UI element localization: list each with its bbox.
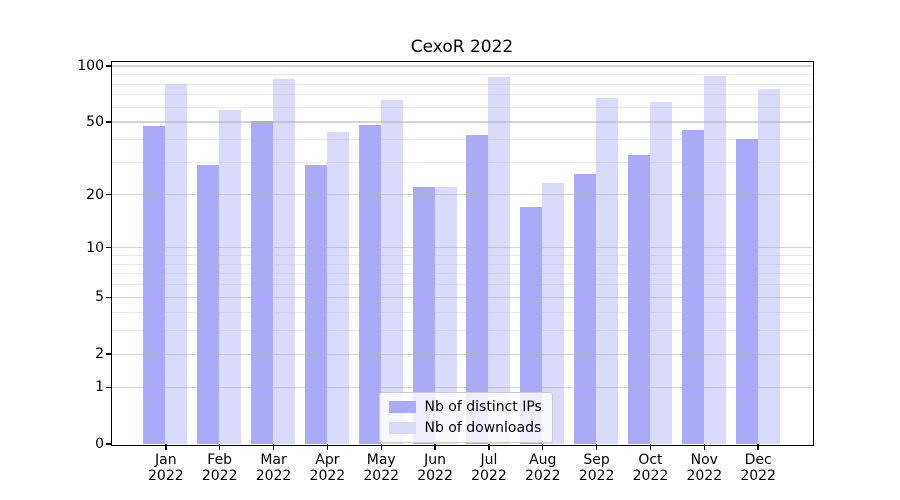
y-tick-label: 0	[95, 436, 104, 452]
gridline-minor	[111, 311, 812, 313]
legend-swatch-distinct-ips	[388, 400, 416, 413]
x-tick-mark	[649, 444, 652, 450]
bar-distinct-ips-nov	[681, 129, 704, 444]
gridline-major	[111, 296, 812, 299]
bar-distinct-ips-sep	[574, 173, 597, 444]
legend: Nb of distinct IPs Nb of downloads	[378, 391, 553, 443]
bar-distinct-ips-dec	[735, 139, 758, 444]
bar-distinct-ips-may	[358, 124, 381, 444]
bar-downloads-apr	[326, 131, 349, 444]
gridline-minor	[111, 329, 812, 331]
x-tick-label: Jan 2022	[148, 452, 184, 484]
bar-distinct-ips-apr	[304, 164, 327, 444]
bar-downloads-oct	[649, 101, 672, 444]
y-tick-mark	[106, 193, 112, 196]
y-tick-mark	[106, 443, 112, 445]
gridline-minor	[111, 162, 812, 164]
bar-downloads-mar	[273, 78, 296, 444]
x-tick-mark	[434, 444, 436, 450]
y-tick-label: 50	[86, 113, 104, 130]
x-tick-mark	[703, 444, 705, 450]
x-tick-mark	[165, 444, 167, 450]
bar-distinct-ips-jan	[143, 126, 166, 444]
x-tick-label: Nov 2022	[686, 452, 723, 484]
gridline-minor	[111, 94, 812, 96]
legend-label-downloads: Nb of downloads	[424, 419, 542, 436]
x-tick-label: Sep 2022	[578, 452, 615, 484]
gridline-minor	[111, 254, 812, 256]
x-tick-label: Apr 2022	[309, 452, 346, 484]
x-tick-label: Feb 2022	[201, 452, 238, 484]
legend-label-distinct-ips: Nb of distinct IPs	[424, 398, 542, 415]
legend-item-downloads: Nb of downloads	[388, 419, 542, 436]
y-tick-mark	[106, 353, 112, 355]
gridline-minor	[111, 83, 812, 85]
x-tick-label: Aug 2022	[524, 452, 561, 484]
y-tick-label: 10	[86, 239, 104, 256]
bar-downloads-jan	[165, 83, 188, 444]
x-tick-mark	[757, 444, 759, 450]
x-tick-mark	[218, 444, 221, 450]
x-tick-mark	[488, 444, 490, 450]
bar-downloads-sep	[596, 97, 619, 444]
gridline-major	[111, 386, 812, 389]
gridline-minor	[111, 263, 812, 265]
gridline-minor	[111, 106, 812, 108]
x-tick-label: Dec 2022	[740, 452, 776, 484]
gridline-major	[111, 194, 812, 196]
x-tick-mark	[380, 444, 382, 450]
gridline-minor	[111, 284, 812, 286]
gridline-minor	[111, 73, 812, 75]
y-tick-label: 5	[95, 289, 104, 306]
chart-title: CexoR 2022	[410, 37, 514, 57]
bar-downloads-dec	[757, 88, 780, 444]
gridline-minor	[111, 139, 812, 141]
y-tick-mark	[106, 296, 112, 298]
bar-distinct-ips-mar	[251, 121, 274, 444]
x-tick-mark	[326, 444, 329, 450]
y-tick-mark	[106, 246, 112, 249]
bar-distinct-ips-oct	[627, 154, 650, 444]
y-tick-mark	[106, 121, 112, 123]
legend-swatch-downloads	[388, 421, 416, 434]
y-tick-label: 2	[95, 346, 104, 362]
bars-layer	[112, 62, 812, 444]
x-tick-label: May 2022	[363, 452, 400, 484]
bar-distinct-ips-feb	[197, 164, 220, 444]
gridline-major	[111, 247, 812, 249]
x-tick-label: Mar 2022	[255, 452, 292, 484]
y-tick-mark	[106, 386, 112, 388]
y-tick-mark	[106, 65, 112, 67]
gridline-major	[111, 121, 812, 123]
x-tick-mark	[542, 444, 544, 450]
x-tick-mark	[595, 444, 598, 450]
bar-downloads-jul	[488, 76, 511, 444]
gridline-major	[111, 353, 812, 355]
bar-downloads-nov	[703, 75, 726, 444]
gridline-major	[111, 65, 812, 67]
gridline-minor	[111, 273, 812, 275]
x-tick-label: Oct 2022	[632, 452, 669, 484]
x-tick-mark	[272, 444, 275, 450]
x-tick-label: Jun 2022	[417, 452, 453, 484]
grid-layer	[111, 62, 812, 444]
plot-area: Nb of distinct IPs Nb of downloads	[110, 60, 814, 446]
bar-downloads-feb	[219, 109, 242, 444]
legend-item-distinct-ips: Nb of distinct IPs	[388, 398, 542, 415]
y-tick-label: 1	[95, 379, 104, 396]
x-tick-label: Jul 2022	[471, 452, 507, 484]
y-tick-label: 100	[77, 57, 104, 74]
y-tick-label: 20	[86, 186, 104, 203]
